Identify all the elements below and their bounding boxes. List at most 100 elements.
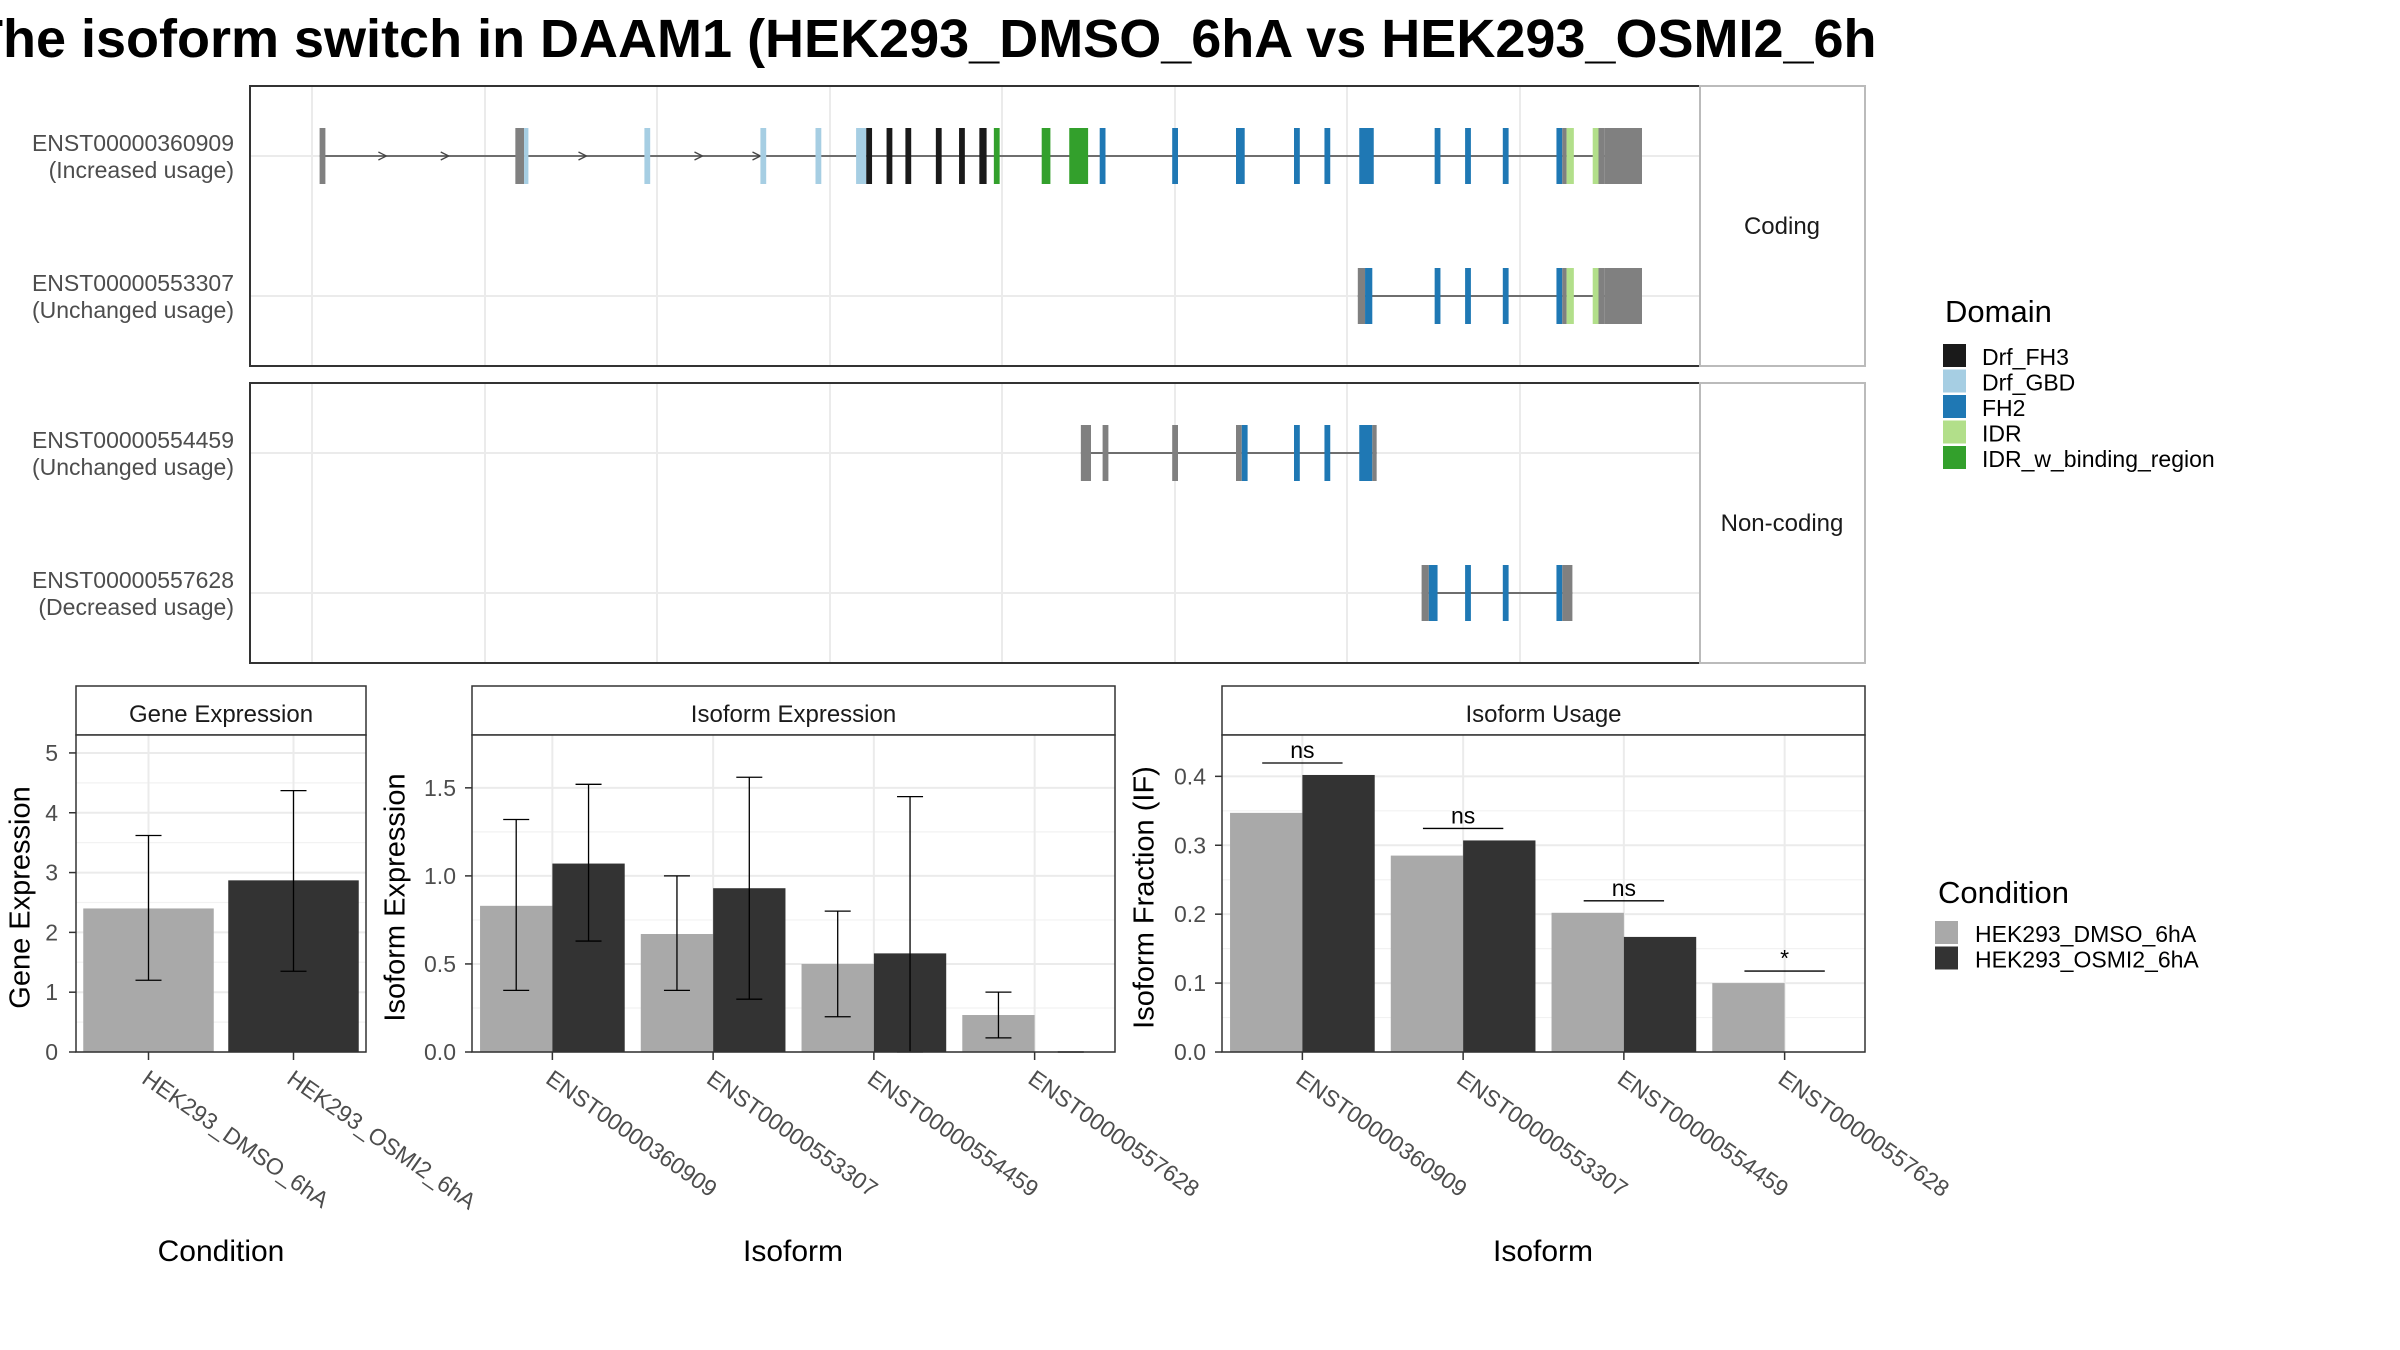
- exon-FH2: [1502, 128, 1509, 184]
- plot-border: [1221, 734, 1866, 1053]
- legend-title: Condition: [1938, 875, 2069, 910]
- bar: [1390, 855, 1464, 1052]
- facet-strip: [1699, 85, 1866, 367]
- structure-panel-non-coding: ENST00000554459(Unchanged usage) ENST0000…: [32, 382, 1866, 664]
- x-axis-label: Isoform: [743, 1235, 843, 1268]
- exon-Drf_GBD: [856, 128, 867, 184]
- y-tick-label: 3: [45, 860, 58, 886]
- y-tick-label: 1: [45, 979, 58, 1005]
- utr-exon: [1604, 128, 1642, 184]
- isoform-usage-label: (Decreased usage): [38, 594, 234, 620]
- exon-Drf_FH3: [979, 128, 987, 184]
- structure-panel-coding: ENST00000360909(Increased usage) ENST0000…: [32, 85, 1866, 367]
- bar: [1712, 983, 1785, 1052]
- y-tick-label: 0.0: [1174, 1039, 1206, 1065]
- exon-IDR: [1566, 128, 1574, 184]
- legend-label: HEK293_DMSO_6hA: [1975, 921, 2197, 947]
- utr-exon: [1562, 565, 1573, 621]
- x-tick-label: ENST00000557628: [1024, 1065, 1204, 1202]
- exon-FH2: [1465, 268, 1471, 324]
- exon-FH2: [1556, 128, 1563, 184]
- exon-IDR: [1592, 128, 1599, 184]
- y-tick-label: 5: [45, 740, 58, 766]
- bar: [1463, 840, 1536, 1052]
- x-tick-label: ENST00000360909: [542, 1065, 722, 1202]
- plot-border: [471, 734, 1116, 1053]
- utr-exon: [1598, 128, 1605, 184]
- legend-key-Drf_FH3: [1943, 344, 1966, 367]
- domain-legend: Domain Drf_FH3Drf_GBDFH2IDRIDR_w_binding_…: [1943, 294, 2215, 472]
- y-tick-label: 0.4: [1174, 763, 1206, 789]
- chart-title: Isoform Expression: [691, 701, 896, 728]
- y-axis-label: Gene Expression: [5, 786, 37, 1008]
- utr-exon: [1604, 268, 1642, 324]
- x-axis-label: Isoform: [1493, 1235, 1593, 1268]
- utr-exon: [1080, 425, 1091, 481]
- utr-exon: [1357, 268, 1366, 324]
- exon-FH2: [1556, 565, 1563, 621]
- exon-FH2: [1172, 128, 1178, 184]
- exon-FH2: [1324, 425, 1331, 481]
- exon-FH2: [1241, 425, 1248, 481]
- bar: [1551, 912, 1624, 1052]
- legend-key-osmi: [1935, 946, 1958, 970]
- exon-Drf_FH3: [959, 128, 965, 184]
- chart-strip: [471, 685, 1116, 736]
- isoform-label: ENST00000557628: [32, 567, 234, 593]
- chart-title: Isoform Usage: [1465, 701, 1621, 728]
- bar: [1302, 774, 1375, 1052]
- x-tick-label: ENST00000554459: [863, 1065, 1043, 1202]
- legend-label: FH2: [1982, 395, 2025, 421]
- structure-panel-background: [250, 86, 1700, 366]
- exon-FH2: [1434, 268, 1441, 324]
- y-tick-label: 0.0: [424, 1039, 456, 1065]
- plot-border: [75, 734, 367, 1053]
- legend-label: HEK293_OSMI2_6hA: [1975, 947, 2199, 973]
- facet-label: Non-coding: [1721, 510, 1844, 537]
- exon-Drf_GBD: [815, 128, 822, 184]
- exon-IDR: [1566, 268, 1574, 324]
- exon-FH2: [1502, 268, 1509, 324]
- legend-label: Drf_FH3: [1982, 344, 2069, 370]
- exon-Drf_FH3: [886, 128, 893, 184]
- legend-key-Drf_GBD: [1943, 369, 1966, 393]
- chart-isoform-usage: Isoform Usage 0.0 0.1 0.2 0.3 0.4 ns ENST000003…: [1129, 685, 1954, 1268]
- structure-panel-background: [250, 383, 1700, 663]
- bar: [1230, 812, 1303, 1052]
- exon-IDR_w_binding_region: [1069, 128, 1089, 184]
- significance-label: *: [1780, 945, 1789, 971]
- y-tick-label: 0: [45, 1039, 58, 1065]
- x-tick-label: ENST00000553307: [702, 1065, 882, 1202]
- exon-FH2: [1465, 128, 1471, 184]
- exon-Drf_FH3: [866, 128, 873, 184]
- x-tick-label: ENST00000360909: [1292, 1065, 1472, 1202]
- y-tick-label: 0.3: [1174, 832, 1206, 858]
- exon-FH2: [1365, 268, 1373, 324]
- y-axis-label: Isoform Fraction (IF): [1129, 766, 1161, 1029]
- strand-arrow: [694, 151, 704, 161]
- utr-exon: [319, 128, 326, 184]
- exon-Drf_FH3: [905, 128, 912, 184]
- y-tick-label: 0.1: [1174, 970, 1206, 996]
- legend-label: IDR_w_binding_region: [1982, 446, 2215, 472]
- utr-exon: [1372, 425, 1377, 481]
- isoform-label: ENST00000554459: [32, 427, 234, 453]
- legend-label: Drf_GBD: [1982, 370, 2075, 396]
- facet-label: Coding: [1744, 213, 1820, 240]
- x-tick-label: ENST00000554459: [1613, 1065, 1793, 1202]
- y-tick-label: 2: [45, 919, 58, 945]
- utr-exon: [515, 128, 525, 184]
- significance-label: ns: [1451, 802, 1475, 828]
- exon-IDR_w_binding_region: [1041, 128, 1051, 184]
- y-tick-label: 1.5: [424, 775, 456, 801]
- significance-label: ns: [1612, 875, 1636, 901]
- y-tick-label: 0.5: [424, 951, 456, 977]
- x-axis-label: Condition: [158, 1235, 285, 1268]
- exon-FH2: [1099, 128, 1106, 184]
- x-tick-label: ENST00000557628: [1774, 1065, 1954, 1202]
- exon-FH2: [1236, 128, 1245, 184]
- exon-FH2: [1556, 268, 1563, 324]
- isoform-label: ENST00000553307: [32, 270, 234, 296]
